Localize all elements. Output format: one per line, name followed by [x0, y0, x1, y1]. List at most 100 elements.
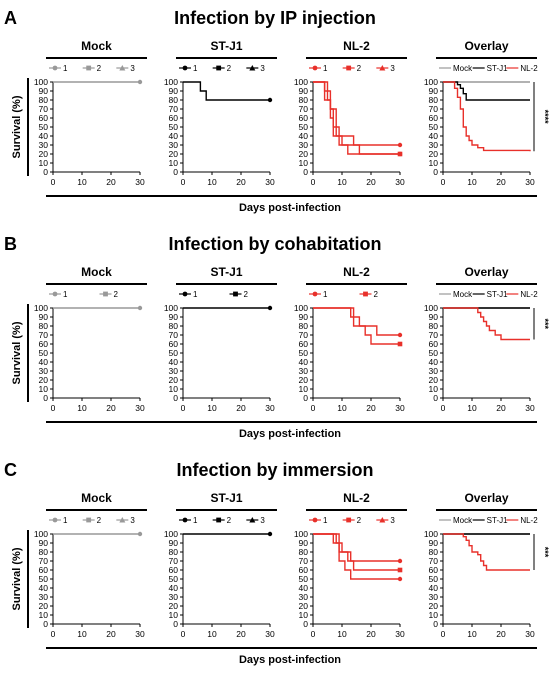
legend-marker-square — [86, 517, 92, 523]
subplot-title: Overlay — [464, 265, 508, 279]
y-tick-label: 70 — [299, 556, 309, 566]
survival-line-nl-2 — [443, 81, 531, 152]
y-tick-label: 90 — [169, 86, 179, 96]
x-tick-label: 0 — [181, 403, 186, 413]
x-tick-label: 10 — [77, 177, 87, 187]
survival-line-2 — [313, 307, 400, 345]
y-tick-label: 30 — [39, 592, 49, 602]
legend-entry: ST-J1 — [472, 290, 508, 299]
y-tick-label: 70 — [169, 556, 179, 566]
survival-line-3 — [313, 81, 400, 155]
y-tick-label: 0 — [303, 393, 308, 403]
end-marker — [397, 151, 403, 157]
y-tick-label: 10 — [39, 384, 49, 394]
legend-label: 1 — [323, 516, 328, 525]
legend-label: 2 — [114, 290, 119, 299]
legend-label: 2 — [357, 516, 362, 525]
y-tick-label: 10 — [299, 610, 309, 620]
y-tick-label: 50 — [169, 122, 179, 132]
y-tick-label: 0 — [303, 167, 308, 177]
end-marker — [267, 531, 273, 537]
legend-label: NL-2 — [520, 64, 538, 73]
x-tick-label: 20 — [366, 403, 376, 413]
x-tick-label: 30 — [525, 629, 535, 639]
y-tick-label: 40 — [299, 583, 309, 593]
legend-label: 2 — [374, 290, 379, 299]
legend-entry: ST-J1 — [472, 516, 508, 525]
y-tick-label: 50 — [169, 574, 179, 584]
legend-marker-square — [103, 291, 108, 297]
x-tick-label: 30 — [265, 629, 275, 639]
end-marker — [267, 305, 273, 311]
y-tick-label: 80 — [299, 321, 309, 331]
x-tick-label: 0 — [181, 177, 186, 187]
legend-entry: 3 — [116, 64, 135, 73]
x-tick-label: 10 — [467, 629, 477, 639]
y-tick-label: 90 — [429, 312, 439, 322]
y-tick-label: 100 — [34, 529, 48, 539]
legend-entry: ST-J1 — [472, 64, 508, 73]
legend-entry: 2 — [82, 64, 102, 73]
legend-label: Mock — [453, 290, 473, 299]
y-tick-label: 0 — [173, 393, 178, 403]
panel-a: A Infection by IP injection Survival (%) Mo… — [4, 8, 550, 214]
x-tick-label: 0 — [51, 629, 56, 639]
legend-label: ST-J1 — [487, 64, 508, 73]
legend-marker-triangle — [249, 517, 256, 523]
panel-b: B Infection by cohabitation Survival (%) Mo… — [4, 234, 550, 440]
y-axis-label: Survival (%) — [11, 95, 23, 158]
survival-line-1 — [313, 533, 400, 562]
y-tick-label: 40 — [169, 357, 179, 367]
x-tick-label: 0 — [51, 403, 56, 413]
legend-label: 3 — [260, 516, 265, 525]
x-tick-label: 30 — [265, 403, 275, 413]
y-tick-label: 80 — [169, 95, 179, 105]
y-tick-label: 40 — [299, 131, 309, 141]
subplot-title: NL-2 — [343, 491, 370, 505]
y-tick-label: 100 — [424, 529, 438, 539]
x-tick-label: 20 — [106, 177, 116, 187]
x-axis-label: Days post-infection — [239, 654, 341, 666]
y-tick-label: 90 — [299, 86, 309, 96]
x-tick-label: 10 — [337, 177, 347, 187]
y-tick-label: 10 — [39, 610, 49, 620]
y-axis-label: Survival (%) — [11, 321, 23, 384]
legend-entry: 2 — [212, 516, 232, 525]
legend-entry: 3 — [116, 516, 135, 525]
end-marker — [397, 341, 403, 347]
legend-label: NL-2 — [520, 516, 538, 525]
y-tick-label: 60 — [39, 565, 49, 575]
y-tick-label: 50 — [299, 122, 309, 132]
y-tick-label: 70 — [39, 556, 49, 566]
x-tick-label: 20 — [366, 629, 376, 639]
y-tick-label: 80 — [429, 547, 439, 557]
x-axis-label: Days post-infection — [239, 202, 341, 214]
legend-marker-triangle — [379, 65, 386, 71]
x-tick-label: 20 — [366, 177, 376, 187]
y-tick-label: 60 — [169, 565, 179, 575]
legend-label: NL-2 — [520, 290, 538, 299]
y-tick-label: 20 — [39, 601, 49, 611]
legend-label: ST-J1 — [487, 516, 508, 525]
y-tick-label: 100 — [34, 303, 48, 313]
panel-title: Infection by immersion — [176, 460, 373, 480]
y-tick-label: 0 — [433, 619, 438, 629]
x-tick-label: 30 — [265, 177, 275, 187]
legend-label: 2 — [227, 516, 232, 525]
x-tick-label: 0 — [311, 629, 316, 639]
legend-entry: 3 — [376, 516, 395, 525]
y-tick-label: 90 — [429, 538, 439, 548]
legend-marker-square — [346, 65, 352, 71]
y-tick-label: 0 — [433, 393, 438, 403]
subplot-title: ST-J1 — [210, 39, 242, 53]
y-tick-label: 70 — [429, 104, 439, 114]
legend-label: 1 — [193, 290, 198, 299]
y-tick-label: 40 — [169, 131, 179, 141]
legend-marker-circle — [182, 291, 188, 297]
legend-label: 1 — [323, 290, 328, 299]
survival-line-1 — [313, 81, 400, 146]
y-tick-label: 70 — [299, 104, 309, 114]
